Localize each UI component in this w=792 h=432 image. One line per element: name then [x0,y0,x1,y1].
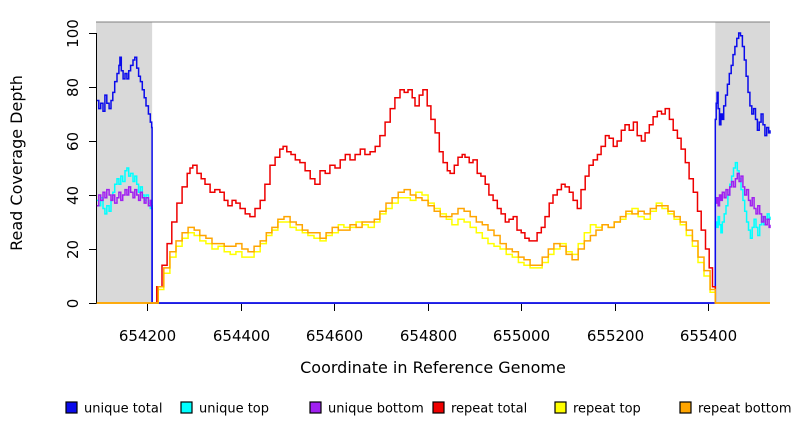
series-line-repeat-total [96,88,770,304]
legend-swatch-unique-top [180,401,193,414]
y-tick-label: 0 [64,299,82,309]
legend-label-repeat-top: repeat top [573,402,641,417]
legend-item-repeat-total: repeat total [432,401,527,417]
y-axis-title: Read Coverage Depth [7,75,26,251]
legend-item-repeat-top: repeat top [554,401,641,417]
legend-item-repeat-bottom: repeat bottom [679,401,792,417]
legend-label-repeat-bottom: repeat bottom [698,402,792,417]
legend-label-unique-total: unique total [84,402,162,417]
x-tick-label: 654200 [119,327,176,345]
x-tick-label: 655000 [493,327,550,345]
legend-item-unique-top: unique top [180,401,269,417]
y-tick-label: 80 [64,78,82,97]
series-line-repeat-top [96,191,770,304]
x-tick-label: 655400 [680,327,737,345]
series-line-unique-total [96,32,771,304]
y-tick-label: 20 [64,240,82,259]
x-tick-label: 654400 [213,327,270,345]
x-tick-label: 654600 [306,327,363,345]
y-tick-label: 40 [64,186,82,205]
legend-label-unique-top: unique top [199,402,269,417]
legend-label-unique-bottom: unique bottom [328,402,424,417]
plot-background-layer [96,22,770,303]
legend-label-repeat-total: repeat total [451,402,527,417]
legend-swatch-unique-total [65,401,78,414]
legend-swatch-repeat-top [554,401,567,414]
x-axis-title: Coordinate in Reference Genome [300,358,566,377]
series-line-repeat-bottom [96,188,770,304]
series-layer [96,32,771,304]
shaded-flank-region-1 [96,22,153,303]
x-tick-label: 654800 [400,327,457,345]
x-tick-label: 655200 [587,327,644,345]
shaded-flank-region-2 [715,22,770,303]
series-line-unique-top [96,161,771,304]
series-line-unique-bottom [96,172,771,304]
legend-item-unique-total: unique total [65,401,162,417]
legend: unique total unique top unique bottom repea… [65,401,792,417]
legend-item-unique-bottom: unique bottom [309,401,424,417]
legend-swatch-repeat-total [432,401,445,414]
axes-layer: 654200 654400 654600 654800 655000 655200 6554… [64,19,770,345]
y-tick-label: 60 [64,132,82,151]
y-tick-label: 100 [64,19,82,48]
legend-swatch-unique-bottom [309,401,322,414]
legend-swatch-repeat-bottom [679,401,692,414]
